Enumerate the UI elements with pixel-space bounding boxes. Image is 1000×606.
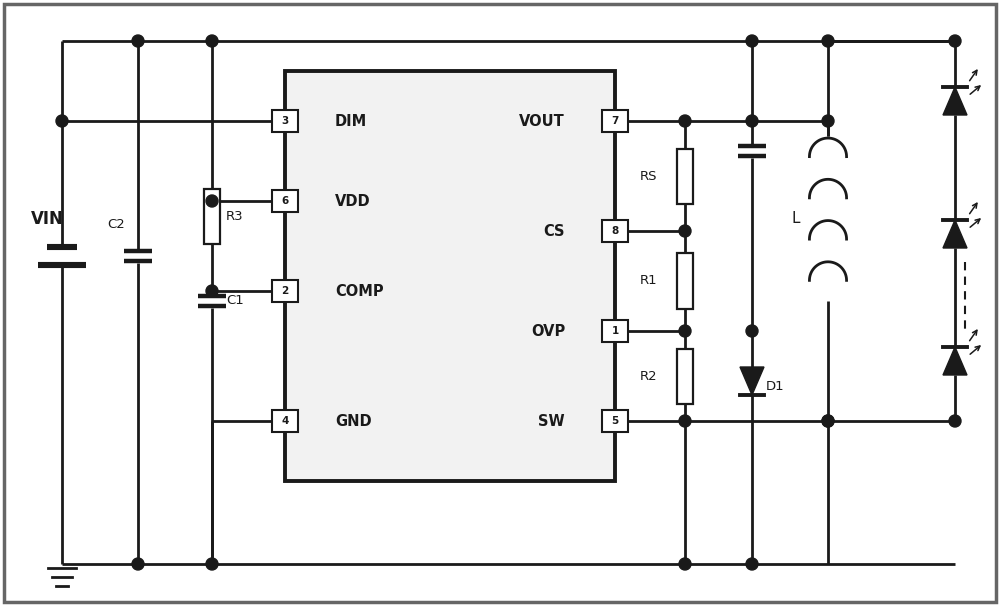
Text: 2: 2 <box>281 286 289 296</box>
Text: C2: C2 <box>107 218 125 231</box>
Circle shape <box>746 115 758 127</box>
Bar <box>677 253 693 308</box>
Text: 1: 1 <box>611 326 619 336</box>
Polygon shape <box>943 347 967 375</box>
Circle shape <box>132 558 144 570</box>
Circle shape <box>679 558 691 570</box>
Text: 3: 3 <box>281 116 289 126</box>
Circle shape <box>679 415 691 427</box>
Circle shape <box>822 415 834 427</box>
Circle shape <box>679 325 691 337</box>
Circle shape <box>949 35 961 47</box>
Text: 4: 4 <box>281 416 289 426</box>
Circle shape <box>746 35 758 47</box>
FancyBboxPatch shape <box>602 320 628 342</box>
Polygon shape <box>943 87 967 115</box>
Text: 8: 8 <box>611 226 619 236</box>
Text: 7: 7 <box>611 116 619 126</box>
Bar <box>677 148 693 204</box>
Text: CS: CS <box>544 224 565 239</box>
Text: L: L <box>792 211 800 226</box>
Circle shape <box>679 115 691 127</box>
Circle shape <box>56 115 68 127</box>
Text: COMP: COMP <box>335 284 384 299</box>
Circle shape <box>949 415 961 427</box>
Circle shape <box>132 35 144 47</box>
Circle shape <box>822 115 834 127</box>
Bar <box>677 348 693 404</box>
Text: RS: RS <box>639 170 657 182</box>
Text: VDD: VDD <box>335 193 371 208</box>
FancyBboxPatch shape <box>272 110 298 132</box>
Circle shape <box>822 415 834 427</box>
FancyBboxPatch shape <box>602 220 628 242</box>
Text: R1: R1 <box>639 275 657 287</box>
Text: OVP: OVP <box>531 324 565 339</box>
Circle shape <box>679 225 691 237</box>
FancyBboxPatch shape <box>272 190 298 212</box>
Text: DIM: DIM <box>335 113 367 128</box>
Text: VOUT: VOUT <box>519 113 565 128</box>
Text: D1: D1 <box>766 379 785 393</box>
Text: GND: GND <box>335 413 372 428</box>
Bar <box>204 188 220 244</box>
Circle shape <box>206 195 218 207</box>
Text: R2: R2 <box>639 370 657 382</box>
Text: C1: C1 <box>226 295 244 307</box>
Text: SW: SW <box>538 413 565 428</box>
Polygon shape <box>740 367 764 395</box>
Circle shape <box>206 558 218 570</box>
FancyBboxPatch shape <box>272 410 298 432</box>
Text: 5: 5 <box>611 416 619 426</box>
Circle shape <box>746 325 758 337</box>
Polygon shape <box>943 220 967 248</box>
Circle shape <box>206 285 218 297</box>
Text: VIN: VIN <box>31 210 63 228</box>
FancyBboxPatch shape <box>602 410 628 432</box>
Text: 6: 6 <box>281 196 289 206</box>
Circle shape <box>746 558 758 570</box>
Circle shape <box>822 35 834 47</box>
Circle shape <box>206 35 218 47</box>
FancyBboxPatch shape <box>285 71 615 481</box>
FancyBboxPatch shape <box>272 280 298 302</box>
FancyBboxPatch shape <box>602 110 628 132</box>
Text: R3: R3 <box>226 210 244 222</box>
